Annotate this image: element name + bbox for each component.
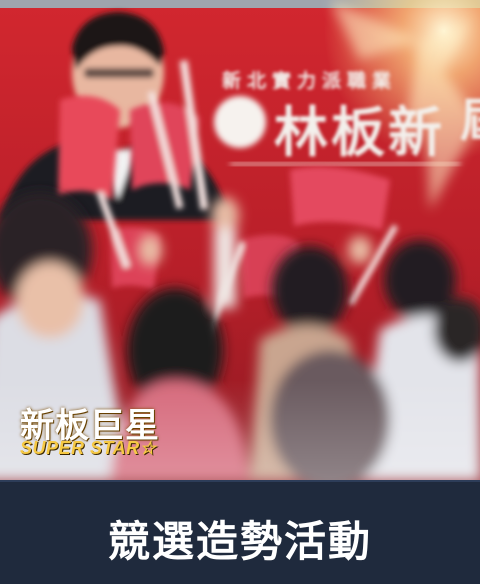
campaign-rally-photo: 新北實力派職業 林板新 屆 新板巨星 SUPER STAR☆ — [0, 0, 480, 480]
light-rays — [330, 0, 480, 210]
banner-subtitle: 新北實力派職業 — [222, 70, 398, 92]
bottom-haze — [0, 380, 480, 480]
caption-title: 競選造勢活動 — [107, 517, 372, 566]
rally-scene — [0, 0, 480, 480]
banner-candidate-name: 林板新 — [274, 101, 445, 164]
logo-subtitle: SUPER STAR☆ — [20, 438, 157, 458]
super-star-logo: 新板巨星 SUPER STAR☆ — [20, 398, 180, 466]
logo-title: 新板巨星 — [20, 406, 160, 446]
banner-edge-text: 屆 — [460, 84, 480, 150]
caption-bar: 競選造勢活動 — [0, 480, 480, 584]
